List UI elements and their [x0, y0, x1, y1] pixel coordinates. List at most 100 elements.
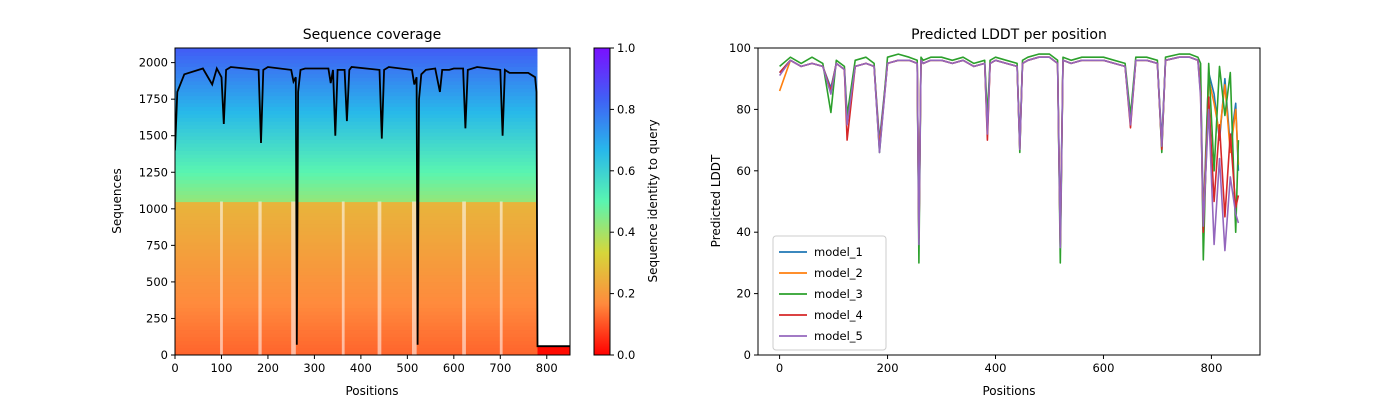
coverage-heat-row — [175, 241, 538, 246]
coverage-y-label: Sequences — [110, 168, 124, 233]
coverage-heat-row — [175, 270, 538, 276]
coverage-heat-row — [175, 208, 538, 214]
lddt-x-ticks: 0 200 400 600 800 — [776, 355, 1222, 375]
coverage-heat-row — [175, 336, 538, 341]
coverage-heat-row — [175, 219, 538, 225]
coverage-heat-row — [175, 179, 538, 184]
coverage-heat-row — [175, 256, 538, 261]
coverage-gap-column — [377, 201, 382, 355]
lddt-y-tick-label: 20 — [736, 287, 751, 301]
coverage-heat-row — [175, 190, 538, 195]
coverage-heat-row — [175, 325, 538, 331]
coverage-heat-row — [175, 278, 538, 283]
coverage-y-tick-label: 1250 — [139, 165, 168, 179]
colorbar-ticks: 0.0 0.2 0.4 0.6 0.8 1.0 — [610, 41, 635, 362]
coverage-x-tick-label: 300 — [303, 361, 325, 375]
lddt-x-label: Positions — [983, 384, 1036, 398]
coverage-y-tick-label: 2000 — [139, 56, 168, 70]
coverage-heat-row — [175, 212, 538, 217]
colorbar-tick-label: 0.2 — [617, 287, 635, 301]
lddt-chart-title: Predicted LDDT per position — [911, 27, 1107, 43]
coverage-heat-row — [175, 205, 538, 210]
coverage-heat-row — [175, 164, 538, 170]
colorbar-tick-label: 0.4 — [617, 225, 635, 239]
coverage-heat-row — [175, 84, 538, 89]
legend-label-model-2: model_2 — [814, 266, 863, 280]
coverage-heat-row — [175, 245, 538, 250]
coverage-heat-row — [175, 58, 538, 64]
coverage-heat-row — [175, 62, 538, 67]
coverage-axes-frame — [174, 47, 571, 356]
coverage-y-tick-label: 750 — [146, 238, 168, 252]
coverage-heat-row — [175, 289, 538, 294]
coverage-heat-row — [175, 333, 538, 338]
coverage-gap-column — [291, 201, 296, 355]
coverage-x-tick-label: 100 — [210, 361, 232, 375]
coverage-heat-row — [175, 69, 538, 75]
coverage-heat-row — [175, 186, 538, 192]
colorbar-tick-label: 0.6 — [617, 164, 635, 178]
coverage-heat-row — [175, 143, 538, 148]
coverage-heat-row — [175, 150, 538, 155]
coverage-heat-row — [175, 311, 538, 316]
coverage-gap-column — [258, 201, 262, 355]
lddt-x-tick-label: 0 — [776, 361, 783, 375]
coverage-heat-row — [175, 259, 538, 265]
coverage-heat-row — [175, 249, 538, 254]
coverage-heat-row — [175, 66, 538, 71]
coverage-heat-row — [175, 175, 538, 181]
colorbar: 0.0 0.2 0.4 0.6 0.8 1.0 Sequence identity to … — [593, 41, 660, 362]
lddt-legend: model_1 model_2 model_3 model_4 model_5 — [772, 235, 887, 351]
lddt-line-model-3 — [779, 53, 1240, 264]
coverage-heat-row — [175, 263, 538, 268]
coverage-heat-row — [175, 307, 538, 312]
legend-label-model-3: model_3 — [814, 287, 863, 301]
coverage-heat-row — [175, 197, 538, 203]
coverage-gap-column — [462, 201, 466, 355]
coverage-heat-row — [175, 216, 538, 221]
lddt-lines — [778, 53, 1240, 264]
coverage-heatmap — [175, 48, 570, 355]
coverage-heat-row — [175, 88, 538, 93]
coverage-heat-row — [175, 51, 538, 56]
lddt-y-tick-label: 40 — [736, 225, 751, 239]
coverage-x-tick-label: 0 — [171, 361, 178, 375]
legend-label-model-4: model_4 — [814, 308, 863, 322]
coverage-gap-column — [220, 201, 223, 355]
coverage-heat-row — [175, 80, 538, 86]
coverage-heat-row — [175, 252, 538, 257]
coverage-heat-row — [175, 106, 538, 111]
coverage-heat-row — [175, 223, 538, 228]
coverage-heat-row — [175, 274, 538, 279]
coverage-heat-row — [175, 351, 538, 355]
coverage-y-tick-label: 500 — [146, 275, 168, 289]
coverage-heat-row — [175, 128, 538, 133]
coverage-heat-row — [175, 322, 538, 327]
coverage-heat-row — [175, 153, 538, 159]
coverage-gap-column — [341, 201, 345, 355]
coverage-heat-row — [175, 183, 538, 188]
coverage-heat-row — [175, 48, 538, 53]
coverage-heat-row — [175, 113, 538, 119]
lddt-y-tick-label: 100 — [729, 41, 751, 55]
coverage-x-tick-label: 400 — [350, 361, 372, 375]
coverage-heat-row — [175, 329, 538, 334]
coverage-heat-row — [175, 99, 538, 104]
coverage-x-tick-label: 800 — [536, 361, 558, 375]
coverage-heat-row — [175, 344, 538, 349]
lddt-x-tick-label: 200 — [877, 361, 899, 375]
lddt-legend-box — [772, 235, 887, 351]
coverage-heat-row — [175, 124, 538, 130]
coverage-y-tick-label: 1000 — [139, 202, 168, 216]
coverage-heat-row — [175, 314, 538, 320]
coverage-y-tick-label: 0 — [161, 348, 168, 362]
colorbar-tick-label: 1.0 — [617, 41, 635, 55]
coverage-heat-row — [175, 91, 538, 97]
lddt-x-tick-label: 600 — [1092, 361, 1114, 375]
coverage-line-group — [175, 66, 570, 348]
lddt-x-tick-label: 800 — [1200, 361, 1222, 375]
coverage-heat-row — [175, 201, 538, 206]
coverage-heat-row — [175, 300, 538, 305]
legend-label-model-1: model_1 — [814, 245, 863, 259]
